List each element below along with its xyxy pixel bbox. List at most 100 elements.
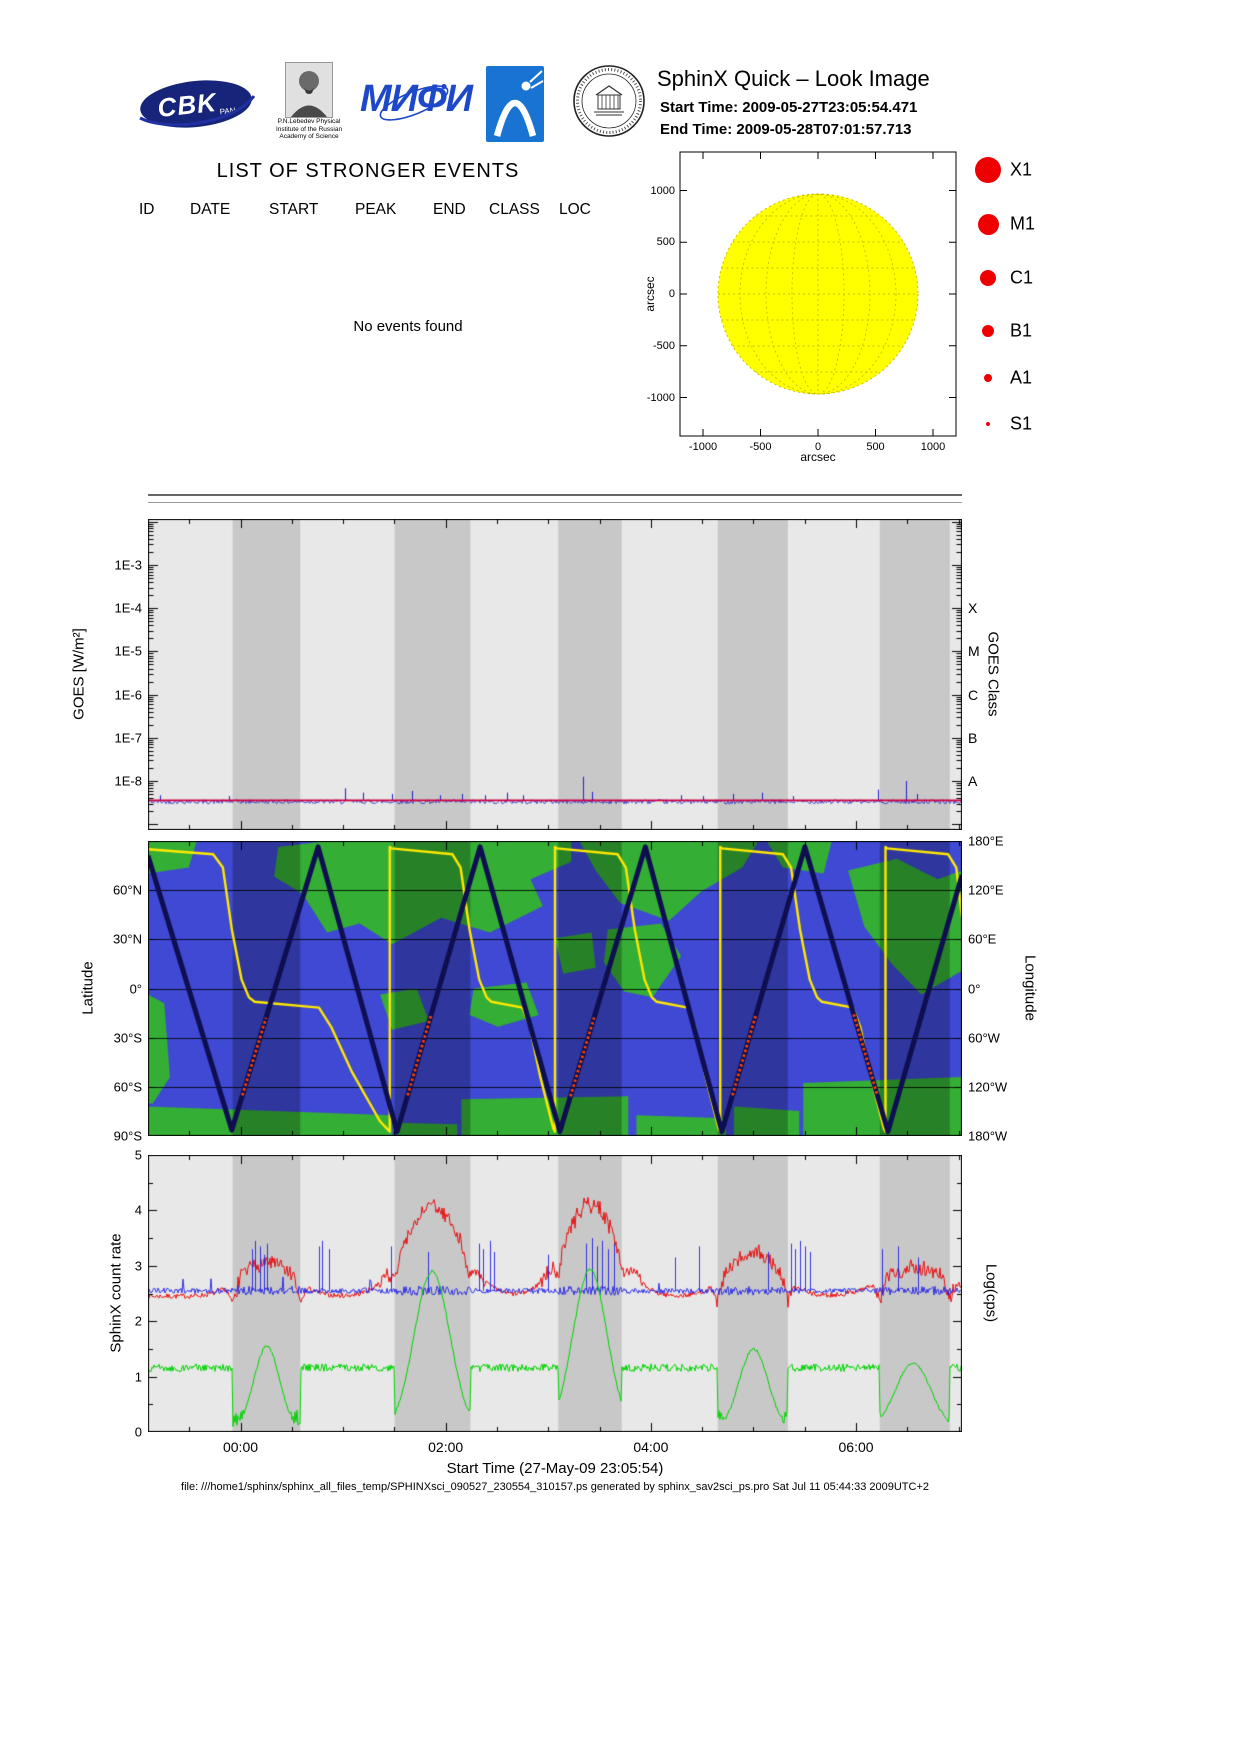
goes-class-label: M — [968, 643, 980, 660]
sun-xtick-label: 0 — [814, 441, 822, 453]
sun-xtick-label: -500 — [749, 441, 772, 453]
arch-comet-logo — [486, 66, 544, 147]
longitude-tick-label: 180°W — [968, 1128, 1008, 1144]
separator-line-thin — [148, 502, 962, 503]
longitude-tick-label: 60°E — [968, 931, 997, 947]
flare-size-legend-dot — [977, 213, 999, 235]
sun-xtick-label: 1000 — [920, 441, 946, 453]
count-ytick-label: 0 — [134, 1424, 142, 1440]
latitude-tick-label: 0° — [129, 981, 142, 996]
latitude-tick-label: 90°S — [113, 1128, 142, 1144]
goes-class-label: A — [968, 773, 978, 789]
xaxis-title: Start Time (27-May-09 23:05:54) — [446, 1460, 664, 1477]
separator-line — [148, 494, 962, 496]
goes-ytick-label: 1E-5 — [114, 643, 142, 659]
flare-size-legend-label: C1 — [1010, 267, 1034, 288]
goes-ytick-label: 1E-3 — [114, 557, 142, 573]
count-yaxis-title: SphinX count rate — [107, 1233, 125, 1353]
page-title: SphinX Quick – Look Image — [657, 66, 930, 91]
longitude-tick-label: 180°E — [968, 833, 1004, 849]
time-tick-label: 06:00 — [838, 1439, 874, 1455]
lebedev-caption: P.N.Lebedev Physical Institute of the Ru… — [266, 118, 352, 141]
events-col-class: CLASS — [489, 201, 540, 218]
university-seal — [572, 64, 646, 143]
lebedev-portrait-image — [285, 62, 333, 118]
events-col-date: DATE — [190, 201, 231, 218]
mephi-atom-orbit — [379, 83, 449, 121]
sun-graticule — [718, 193, 918, 395]
events-empty-message: No events found — [353, 318, 463, 335]
count-rate-chart-canvas — [148, 1155, 962, 1432]
flare-size-legend-dot — [980, 270, 996, 286]
goes-ytick-label: 1E-4 — [114, 600, 142, 616]
events-title: LIST OF STRONGER EVENTS — [216, 160, 520, 182]
end-time-text: End Time: 2009-05-28T07:01:57.713 — [660, 121, 912, 138]
sun-ytick-label: 500 — [656, 236, 675, 249]
sun-xtick-label: -1000 — [688, 441, 718, 453]
events-col-peak: PEAK — [355, 201, 397, 218]
goes-class-label: B — [968, 729, 978, 746]
time-tick-label: 00:00 — [222, 1439, 259, 1455]
cbk-logo-swoosh — [139, 95, 256, 127]
solar-disk-plot — [679, 151, 957, 437]
longitude-tick-label: 0° — [968, 981, 981, 996]
map-yaxis-title: Latitude — [79, 961, 97, 1015]
events-col-loc: LOC — [559, 201, 591, 218]
goes-yaxis-title: GOES [W/m²] — [70, 628, 88, 720]
count-ytick-label: 1 — [134, 1369, 142, 1385]
lebedev-caption-line2: Institute of the Russian — [275, 125, 343, 133]
latitude-tick-label: 60°N — [112, 882, 142, 898]
start-time-text: Start Time: 2009-05-27T23:05:54.471 — [660, 99, 918, 116]
flare-size-legend-dot — [984, 374, 992, 382]
flare-size-legend-label: B1 — [1010, 320, 1033, 341]
count-ytick-label: 3 — [134, 1258, 142, 1274]
sun-yaxis-label: arcsec — [643, 276, 657, 312]
sun-ytick-label: 0 — [668, 288, 675, 300]
goes-ytick-label: 1E-7 — [114, 730, 142, 746]
flare-size-legend-dot — [985, 421, 991, 427]
goes-right-axis-title: GOES Class — [984, 631, 1002, 717]
lebedev-caption-line1: P.N.Lebedev Physical — [277, 118, 341, 125]
count-ytick-label: 5 — [134, 1147, 142, 1163]
flare-size-legend-dot — [982, 325, 994, 337]
sun-xtick-label: 500 — [866, 441, 885, 453]
latitude-tick-label: 60°S — [113, 1079, 142, 1095]
flare-size-legend-dot — [975, 157, 1001, 183]
sun-ytick-label: 1000 — [650, 184, 675, 197]
flare-size-legend-label: A1 — [1010, 367, 1033, 388]
cbk-logo: CBK PAN — [137, 74, 256, 134]
events-col-start: START — [269, 201, 319, 218]
map-right-axis-title: Longitude — [1021, 955, 1039, 1021]
footer-file-info: file: ///home1/sphinx/sphinx_all_files_t… — [181, 1481, 929, 1493]
flare-size-legend-label: M1 — [1010, 213, 1036, 234]
goes-class-label: C — [968, 686, 979, 703]
latitude-tick-label: 30°N — [112, 931, 142, 947]
sun-xaxis-label: arcsec — [800, 450, 836, 464]
longitude-tick-label: 60°W — [968, 1030, 1000, 1046]
longitude-tick-label: 120°E — [968, 882, 1004, 898]
sun-ytick-label: -1000 — [646, 391, 675, 404]
latitude-tick-label: 30°S — [113, 1030, 142, 1046]
flare-size-legend-label: S1 — [1010, 413, 1033, 434]
sun-ytick-label: -500 — [652, 339, 675, 352]
count-ytick-label: 4 — [134, 1202, 142, 1218]
mephi-logo: МИФИ — [358, 76, 473, 130]
goes-ytick-label: 1E-8 — [114, 773, 142, 789]
count-ytick-label: 2 — [134, 1313, 142, 1329]
longitude-tick-label: 120°W — [968, 1079, 1008, 1095]
lebedev-caption-line3: Academy of Science — [279, 133, 339, 140]
goes-chart-canvas — [148, 519, 962, 830]
time-tick-label: 02:00 — [428, 1439, 464, 1455]
goes-class-label: X — [968, 600, 978, 617]
ground-track-map-canvas — [148, 841, 962, 1136]
flare-class-legend — [970, 150, 1090, 450]
events-col-id: ID — [139, 201, 155, 218]
count-right-axis-title: Log(cps) — [982, 1263, 1000, 1323]
lebedev-logo: P.N.Lebedev Physical Institute of the Ru… — [266, 62, 352, 141]
flare-size-legend-label: X1 — [1010, 159, 1033, 180]
goes-ytick-label: 1E-6 — [114, 687, 142, 703]
time-tick-label: 04:00 — [633, 1439, 669, 1455]
sun-axis-ticks — [680, 152, 956, 436]
events-col-end: END — [433, 201, 466, 218]
